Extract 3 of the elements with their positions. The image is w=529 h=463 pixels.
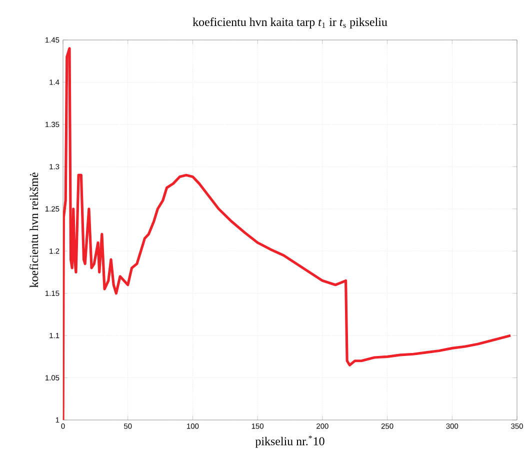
x-axis-title: pikseliu nr.$^{*}$10 — [255, 436, 324, 448]
y-axis-title: koeficientu hvn reikšmė — [30, 172, 38, 288]
chart-title: koeficientu hvn kaita tarp t$_{1}$ ir t$_{s}$ pikseliu — [192, 18, 388, 28]
